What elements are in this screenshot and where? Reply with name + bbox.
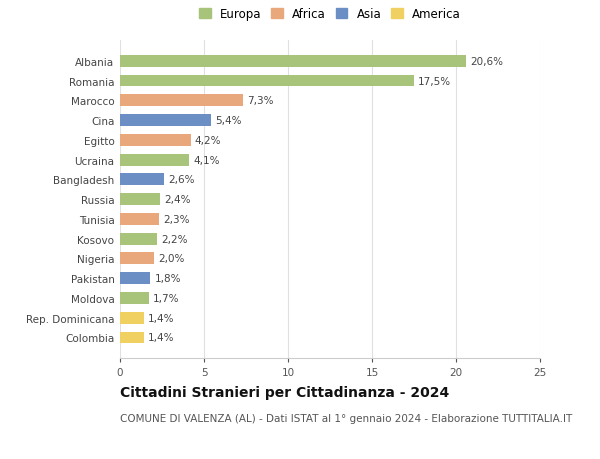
Bar	[120, 75, 414, 87]
Text: 2,3%: 2,3%	[163, 214, 190, 224]
Legend: Europa, Africa, Asia, America: Europa, Africa, Asia, America	[197, 6, 463, 24]
Bar	[120, 115, 211, 127]
Text: 7,3%: 7,3%	[247, 96, 274, 106]
Text: 2,4%: 2,4%	[164, 195, 191, 205]
Text: Cittadini Stranieri per Cittadinanza - 2024: Cittadini Stranieri per Cittadinanza - 2…	[120, 386, 449, 399]
Text: 17,5%: 17,5%	[418, 76, 451, 86]
Bar	[120, 292, 149, 304]
Text: 5,4%: 5,4%	[215, 116, 241, 126]
Bar	[120, 134, 191, 146]
Text: 1,8%: 1,8%	[154, 274, 181, 284]
Bar	[120, 56, 466, 67]
Bar	[120, 154, 189, 166]
Bar	[120, 312, 143, 324]
Bar	[120, 174, 164, 186]
Bar	[120, 194, 160, 206]
Bar	[120, 233, 157, 245]
Text: 20,6%: 20,6%	[470, 56, 503, 67]
Text: 4,2%: 4,2%	[195, 135, 221, 146]
Text: 1,4%: 1,4%	[148, 313, 174, 323]
Bar	[120, 273, 150, 285]
Bar	[120, 253, 154, 265]
Text: 2,2%: 2,2%	[161, 234, 188, 244]
Text: 4,1%: 4,1%	[193, 155, 220, 165]
Bar	[120, 332, 143, 344]
Text: 1,7%: 1,7%	[153, 293, 179, 303]
Text: 2,6%: 2,6%	[168, 175, 194, 185]
Text: COMUNE DI VALENZA (AL) - Dati ISTAT al 1° gennaio 2024 - Elaborazione TUTTITALIA: COMUNE DI VALENZA (AL) - Dati ISTAT al 1…	[120, 413, 572, 423]
Text: 2,0%: 2,0%	[158, 254, 184, 264]
Bar	[120, 213, 158, 225]
Text: 1,4%: 1,4%	[148, 333, 174, 343]
Bar	[120, 95, 242, 107]
